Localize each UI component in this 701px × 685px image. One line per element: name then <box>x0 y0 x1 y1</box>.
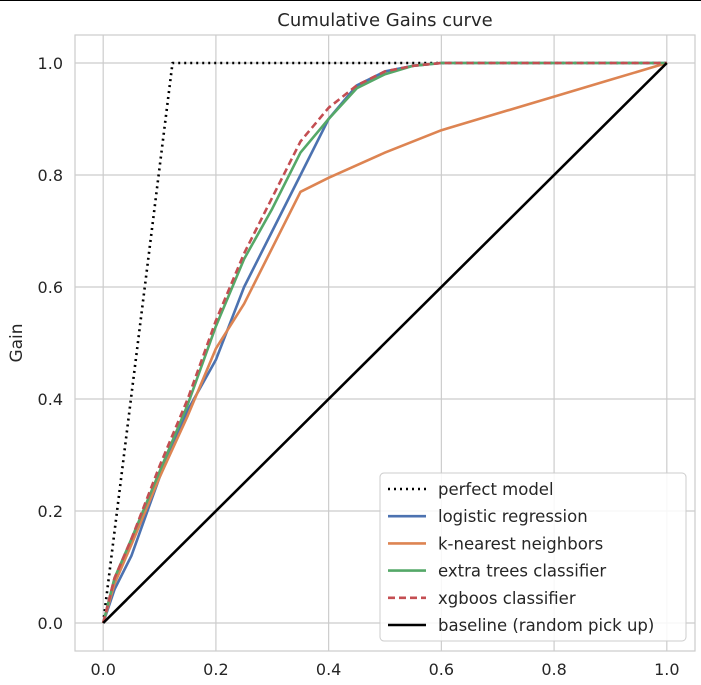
x-tick-label: 0.8 <box>541 660 566 679</box>
legend-box <box>379 472 687 642</box>
series-line-3 <box>101 61 667 624</box>
y-tick-label: 0.8 <box>38 166 63 185</box>
y-tick-label: 0.0 <box>38 614 63 633</box>
x-tick-label: 0.2 <box>203 660 228 679</box>
legend-label-5: baseline (random pick up) <box>438 616 654 635</box>
y-tick-label: 0.6 <box>38 278 63 297</box>
series-line-4 <box>101 61 667 624</box>
legend-label-0: perfect model <box>438 480 554 499</box>
series-line-0 <box>101 61 667 624</box>
legend-label-1: logistic regression <box>438 507 588 526</box>
x-tick-label: 0.4 <box>316 660 341 679</box>
x-tick-label: 0.6 <box>429 660 454 679</box>
legend: perfect model logistic regression k-neares… <box>379 472 687 642</box>
chart-title: Cumulative Gains curve <box>277 10 492 31</box>
y-axis-label: Gain <box>7 323 27 362</box>
series-lines <box>101 61 668 624</box>
y-tick-label: 0.2 <box>38 502 63 521</box>
gridlines <box>75 35 695 651</box>
x-tick-label: 0.0 <box>90 660 115 679</box>
y-tick-label: 0.4 <box>38 390 63 409</box>
series-line-5 <box>102 62 668 624</box>
legend-label-3: extra trees classifier <box>438 562 606 581</box>
series-line-2 <box>101 61 668 624</box>
legend-label-2: k-nearest neighbors <box>438 534 603 553</box>
legend-label-4: xgboos classifier <box>438 589 576 608</box>
y-tick-label: 1.0 <box>38 54 63 73</box>
tick-labels: 0.0 0.2 0.4 0.6 0.8 1.0 0.0 0.2 0.4 0.6 0.8 1.0 <box>38 54 680 679</box>
x-tick-label: 1.0 <box>654 660 679 679</box>
